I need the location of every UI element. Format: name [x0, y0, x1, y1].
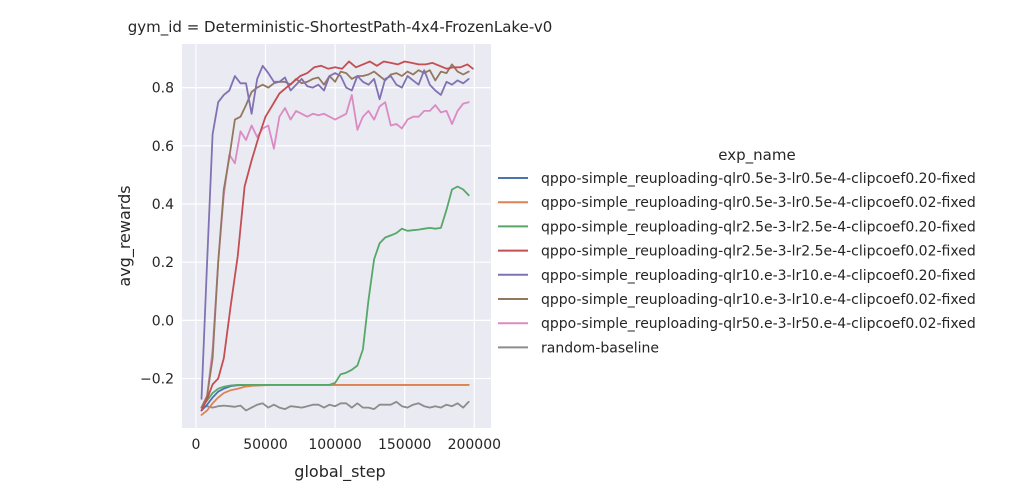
x-tick-label: 0	[191, 437, 200, 453]
y-tick-label: 0.2	[152, 255, 174, 271]
x-axis-label: global_step	[294, 462, 385, 482]
legend-entry-6: qppo-simple_reuploading-qlr50.e-3-lr50.e…	[541, 316, 976, 332]
series-line-3	[200, 60, 474, 412]
series-line-2	[200, 185, 470, 409]
x-tick-label: 100000	[308, 437, 361, 453]
series-line-4	[200, 64, 470, 400]
series-line-7	[200, 400, 470, 412]
grid-lines	[182, 44, 491, 428]
x-tick-label: 200000	[448, 437, 501, 453]
x-tick-label: 50000	[243, 437, 288, 453]
y-tick-label: −0.2	[140, 372, 174, 388]
series-line-5	[200, 63, 470, 409]
y-tick-label: 0.4	[152, 197, 174, 213]
series-line-6	[200, 94, 470, 409]
series-layer	[200, 60, 474, 416]
plot-area	[182, 44, 491, 428]
legend: exp_name qppo-simple_reuploading-qlr0.5e…	[498, 146, 976, 356]
legend-title: exp_name	[718, 146, 795, 165]
x-tick-label: 150000	[378, 437, 431, 453]
x-axis-ticks: 0 50000 100000 150000 200000	[191, 437, 501, 453]
y-axis-ticks: −0.2 0.0 0.2 0.4 0.6 0.8	[140, 81, 174, 388]
legend-entry-0: qppo-simple_reuploading-qlr0.5e-3-lr0.5e…	[541, 171, 976, 187]
legend-entry-1: qppo-simple_reuploading-qlr0.5e-3-lr0.5e…	[541, 195, 976, 211]
y-tick-label: 0.0	[152, 313, 174, 329]
legend-entry-4: qppo-simple_reuploading-qlr10.e-3-lr10.e…	[541, 268, 976, 284]
legend-entry-5: qppo-simple_reuploading-qlr10.e-3-lr10.e…	[541, 292, 976, 308]
legend-entry-2: qppo-simple_reuploading-qlr2.5e-3-lr2.5e…	[541, 219, 976, 235]
legend-entry-7: random-baseline	[541, 340, 659, 356]
y-axis-label: avg_rewards	[115, 185, 135, 286]
y-tick-label: 0.6	[152, 139, 174, 155]
y-tick-label: 0.8	[152, 81, 174, 97]
legend-entry-3: qppo-simple_reuploading-qlr2.5e-3-lr2.5e…	[541, 244, 976, 260]
chart-title: gym_id = Deterministic-ShortestPath-4x4-…	[128, 18, 553, 37]
